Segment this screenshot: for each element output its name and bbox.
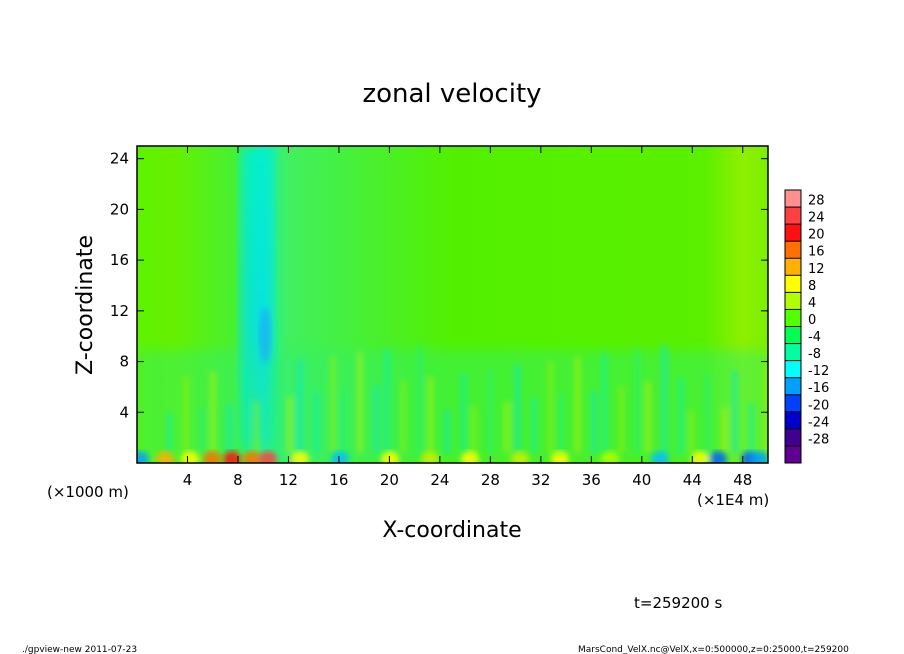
y-tick-label: 8 <box>119 353 129 371</box>
chart-title: zonal velocity <box>362 79 541 109</box>
colorbar-swatch <box>785 360 801 379</box>
colorbar-swatch <box>785 377 801 396</box>
footer-left: ./gpview-new 2011-07-23 <box>22 645 137 654</box>
colorbar-swatch <box>785 309 801 327</box>
y-tick-label: 24 <box>110 150 129 168</box>
colorbar-label: 0 <box>808 313 816 328</box>
x-tick-label: 36 <box>582 471 601 489</box>
y-tick-label: 4 <box>119 403 129 421</box>
x-tick-label: 28 <box>481 471 500 489</box>
colorbar-swatch <box>785 326 801 345</box>
colorbar-label: -24 <box>808 415 829 430</box>
colorbar-swatch <box>785 292 801 310</box>
colorbar-label: 28 <box>808 194 825 209</box>
x-tick-label: 32 <box>531 471 550 489</box>
y-tick-label: 12 <box>110 302 129 320</box>
colorbar-label: -4 <box>808 330 821 345</box>
colorbar-label: -20 <box>808 398 829 413</box>
colorbar-swatch <box>785 275 801 293</box>
colorbar-swatch <box>785 190 801 208</box>
x-tick-label: 40 <box>632 471 651 489</box>
colorbar: 28 24 20 16 12 8 4 0 -4 -8 -12 -16 -20 -24 -28 <box>784 189 829 464</box>
x-tick-label: 8 <box>233 471 243 489</box>
colorbar-label: 8 <box>808 279 816 294</box>
x-axis: 4 8 12 16 20 24 28 32 36 40 44 48 <box>183 146 752 489</box>
colorbar-label: 24 <box>808 211 825 226</box>
colorbar-swatch <box>785 445 801 464</box>
colorbar-swatch <box>785 394 801 413</box>
x-tick-label: 44 <box>683 471 702 489</box>
colorbar-label: -16 <box>808 381 829 396</box>
time-label: t=259200 s <box>634 594 722 612</box>
x-axis-label: X-coordinate <box>382 518 521 543</box>
colorbar-label: -28 <box>808 432 829 447</box>
colorbar-label: 16 <box>808 245 825 260</box>
x-unit-right: (×1E4 m) <box>697 491 769 509</box>
x-tick-label: 16 <box>329 471 348 489</box>
colorbar-label: -8 <box>808 347 821 362</box>
x-tick-label: 12 <box>279 471 298 489</box>
y-tick-label: 16 <box>110 251 129 269</box>
colorbar-swatch <box>785 258 801 276</box>
footer-right: MarsCond_VelX.nc@VelX,x=0:500000,z=0:250… <box>578 645 849 654</box>
colorbar-label: -12 <box>808 364 829 379</box>
y-axis-label: Z-coordinate <box>73 235 98 375</box>
colorbar-label: 12 <box>808 262 825 277</box>
colorbar-label: 4 <box>808 296 816 311</box>
colorbar-swatch <box>785 207 801 225</box>
heatmap-field <box>137 146 768 463</box>
x-tick-label: 4 <box>183 471 193 489</box>
colorbar-swatch <box>785 343 801 362</box>
x-tick-label: 20 <box>380 471 399 489</box>
colorbar-swatch <box>785 241 801 259</box>
plot-frame <box>136 145 769 464</box>
x-tick-label: 24 <box>430 471 449 489</box>
x-tick-label: 48 <box>733 471 752 489</box>
colorbar-swatch <box>785 224 801 242</box>
colorbar-swatch <box>785 428 801 447</box>
colorbar-swatch <box>785 411 801 430</box>
colorbar-label: 20 <box>808 228 825 243</box>
x-unit-left: (×1000 m) <box>47 483 129 501</box>
y-axis: 4 8 12 16 20 24 <box>110 150 768 421</box>
y-tick-label: 20 <box>110 200 129 218</box>
